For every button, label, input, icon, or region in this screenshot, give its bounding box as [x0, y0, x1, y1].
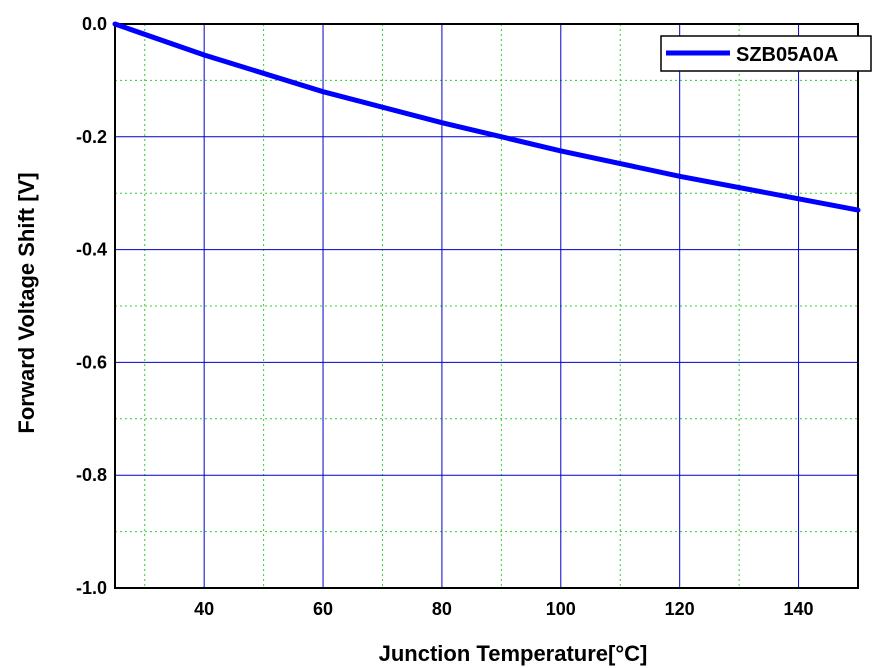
plot-frame: [114, 23, 859, 589]
minor-gridlines: [115, 24, 858, 588]
x-tick-label: 40: [194, 599, 214, 619]
legend-label-szb05a0a: SZB05A0A: [736, 44, 838, 66]
major-gridlines: [115, 24, 858, 588]
y-tick-labels: 0.0 -0.2 -0.4 -0.6 -0.8 -1.0: [76, 14, 107, 598]
x-tick-label: 60: [313, 599, 333, 619]
y-tick-label: 0.0: [82, 14, 107, 34]
x-tick-label: 120: [665, 599, 695, 619]
y-tick-label: -1.0: [76, 578, 107, 598]
x-tick-labels: 40 60 80 100 120 140: [194, 599, 813, 619]
x-tick-label: 100: [546, 599, 576, 619]
plot-area-border: [114, 23, 859, 589]
y-tick-label: -0.2: [76, 127, 107, 147]
y-tick-label: -0.4: [76, 240, 107, 260]
x-axis-title: Junction Temperature[°C]: [379, 641, 648, 666]
y-axis-title: Forward Voltage Shift [V]: [14, 172, 39, 433]
x-tick-label: 140: [784, 599, 814, 619]
x-tick-label: 80: [432, 599, 452, 619]
y-tick-label: -0.8: [76, 465, 107, 485]
y-tick-label: -0.6: [76, 352, 107, 372]
series-layer: [112, 21, 861, 213]
legend: SZB05A0A: [660, 35, 872, 72]
series-line-szb05a0a: [112, 21, 861, 213]
